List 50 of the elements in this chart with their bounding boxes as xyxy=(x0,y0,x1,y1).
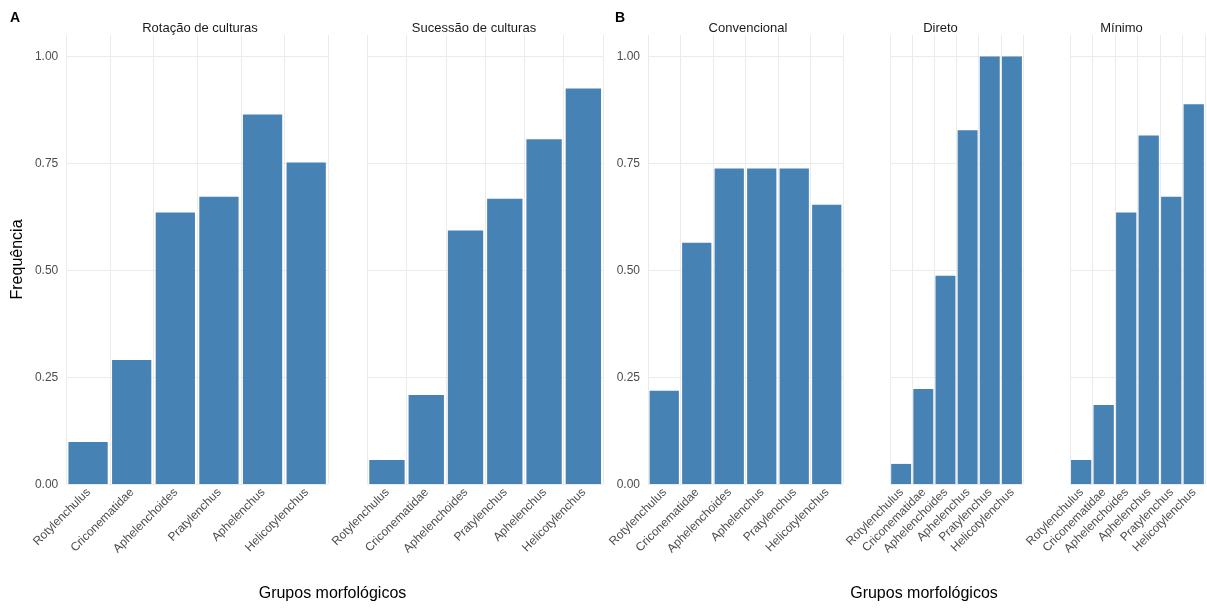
bar xyxy=(714,168,744,484)
x-axis-title: Grupos morfológicos xyxy=(257,584,408,602)
y-tick-label: 0.25 xyxy=(34,370,59,385)
bar xyxy=(935,275,956,484)
chart-title: Mínimo xyxy=(1100,20,1143,35)
bar xyxy=(747,168,777,484)
bar xyxy=(447,230,484,484)
bar xyxy=(1001,56,1022,484)
bar xyxy=(1183,104,1204,484)
y-tick-label: 0.75 xyxy=(34,156,59,171)
y-tick-label: 0.50 xyxy=(34,263,59,278)
text: A xyxy=(10,9,21,25)
text: B xyxy=(615,9,626,25)
y-tick-label: 0.75 xyxy=(616,156,641,171)
y-axis-title: Frequência xyxy=(7,219,25,300)
bar xyxy=(487,198,523,484)
bar xyxy=(199,196,239,484)
bar xyxy=(891,463,912,484)
bar xyxy=(957,130,978,484)
bar xyxy=(286,162,326,484)
chart-title: Direto xyxy=(923,20,958,35)
chart-title: Rotação de culturas xyxy=(142,20,259,35)
y-tick-label: 1.00 xyxy=(34,49,59,64)
bar xyxy=(1138,135,1159,484)
bar xyxy=(1093,404,1114,484)
bar xyxy=(1116,212,1137,484)
bar xyxy=(979,56,1000,484)
y-tick-label: 0.50 xyxy=(616,263,641,278)
bar xyxy=(1071,460,1092,484)
bar xyxy=(526,139,562,484)
bar xyxy=(682,242,712,484)
y-tick-label: 0.25 xyxy=(616,370,641,385)
chart-title: Convencional xyxy=(708,20,788,35)
chart-title: Sucessão de culturas xyxy=(411,20,537,35)
bar xyxy=(1161,196,1182,484)
bar xyxy=(649,390,679,484)
bar xyxy=(242,114,283,484)
y-tick-label: 1.00 xyxy=(616,49,641,64)
bar xyxy=(913,389,934,484)
y-tick-label: 0.00 xyxy=(616,477,641,491)
x-axis-title: Grupos morfológicos xyxy=(849,584,999,602)
bar xyxy=(565,88,602,484)
bar xyxy=(155,212,195,484)
bar xyxy=(369,460,405,484)
bar xyxy=(408,395,444,484)
bar xyxy=(68,442,108,484)
bar xyxy=(779,168,809,484)
bar xyxy=(812,204,842,484)
bar xyxy=(112,359,152,484)
y-tick-label: 0.00 xyxy=(34,477,59,491)
